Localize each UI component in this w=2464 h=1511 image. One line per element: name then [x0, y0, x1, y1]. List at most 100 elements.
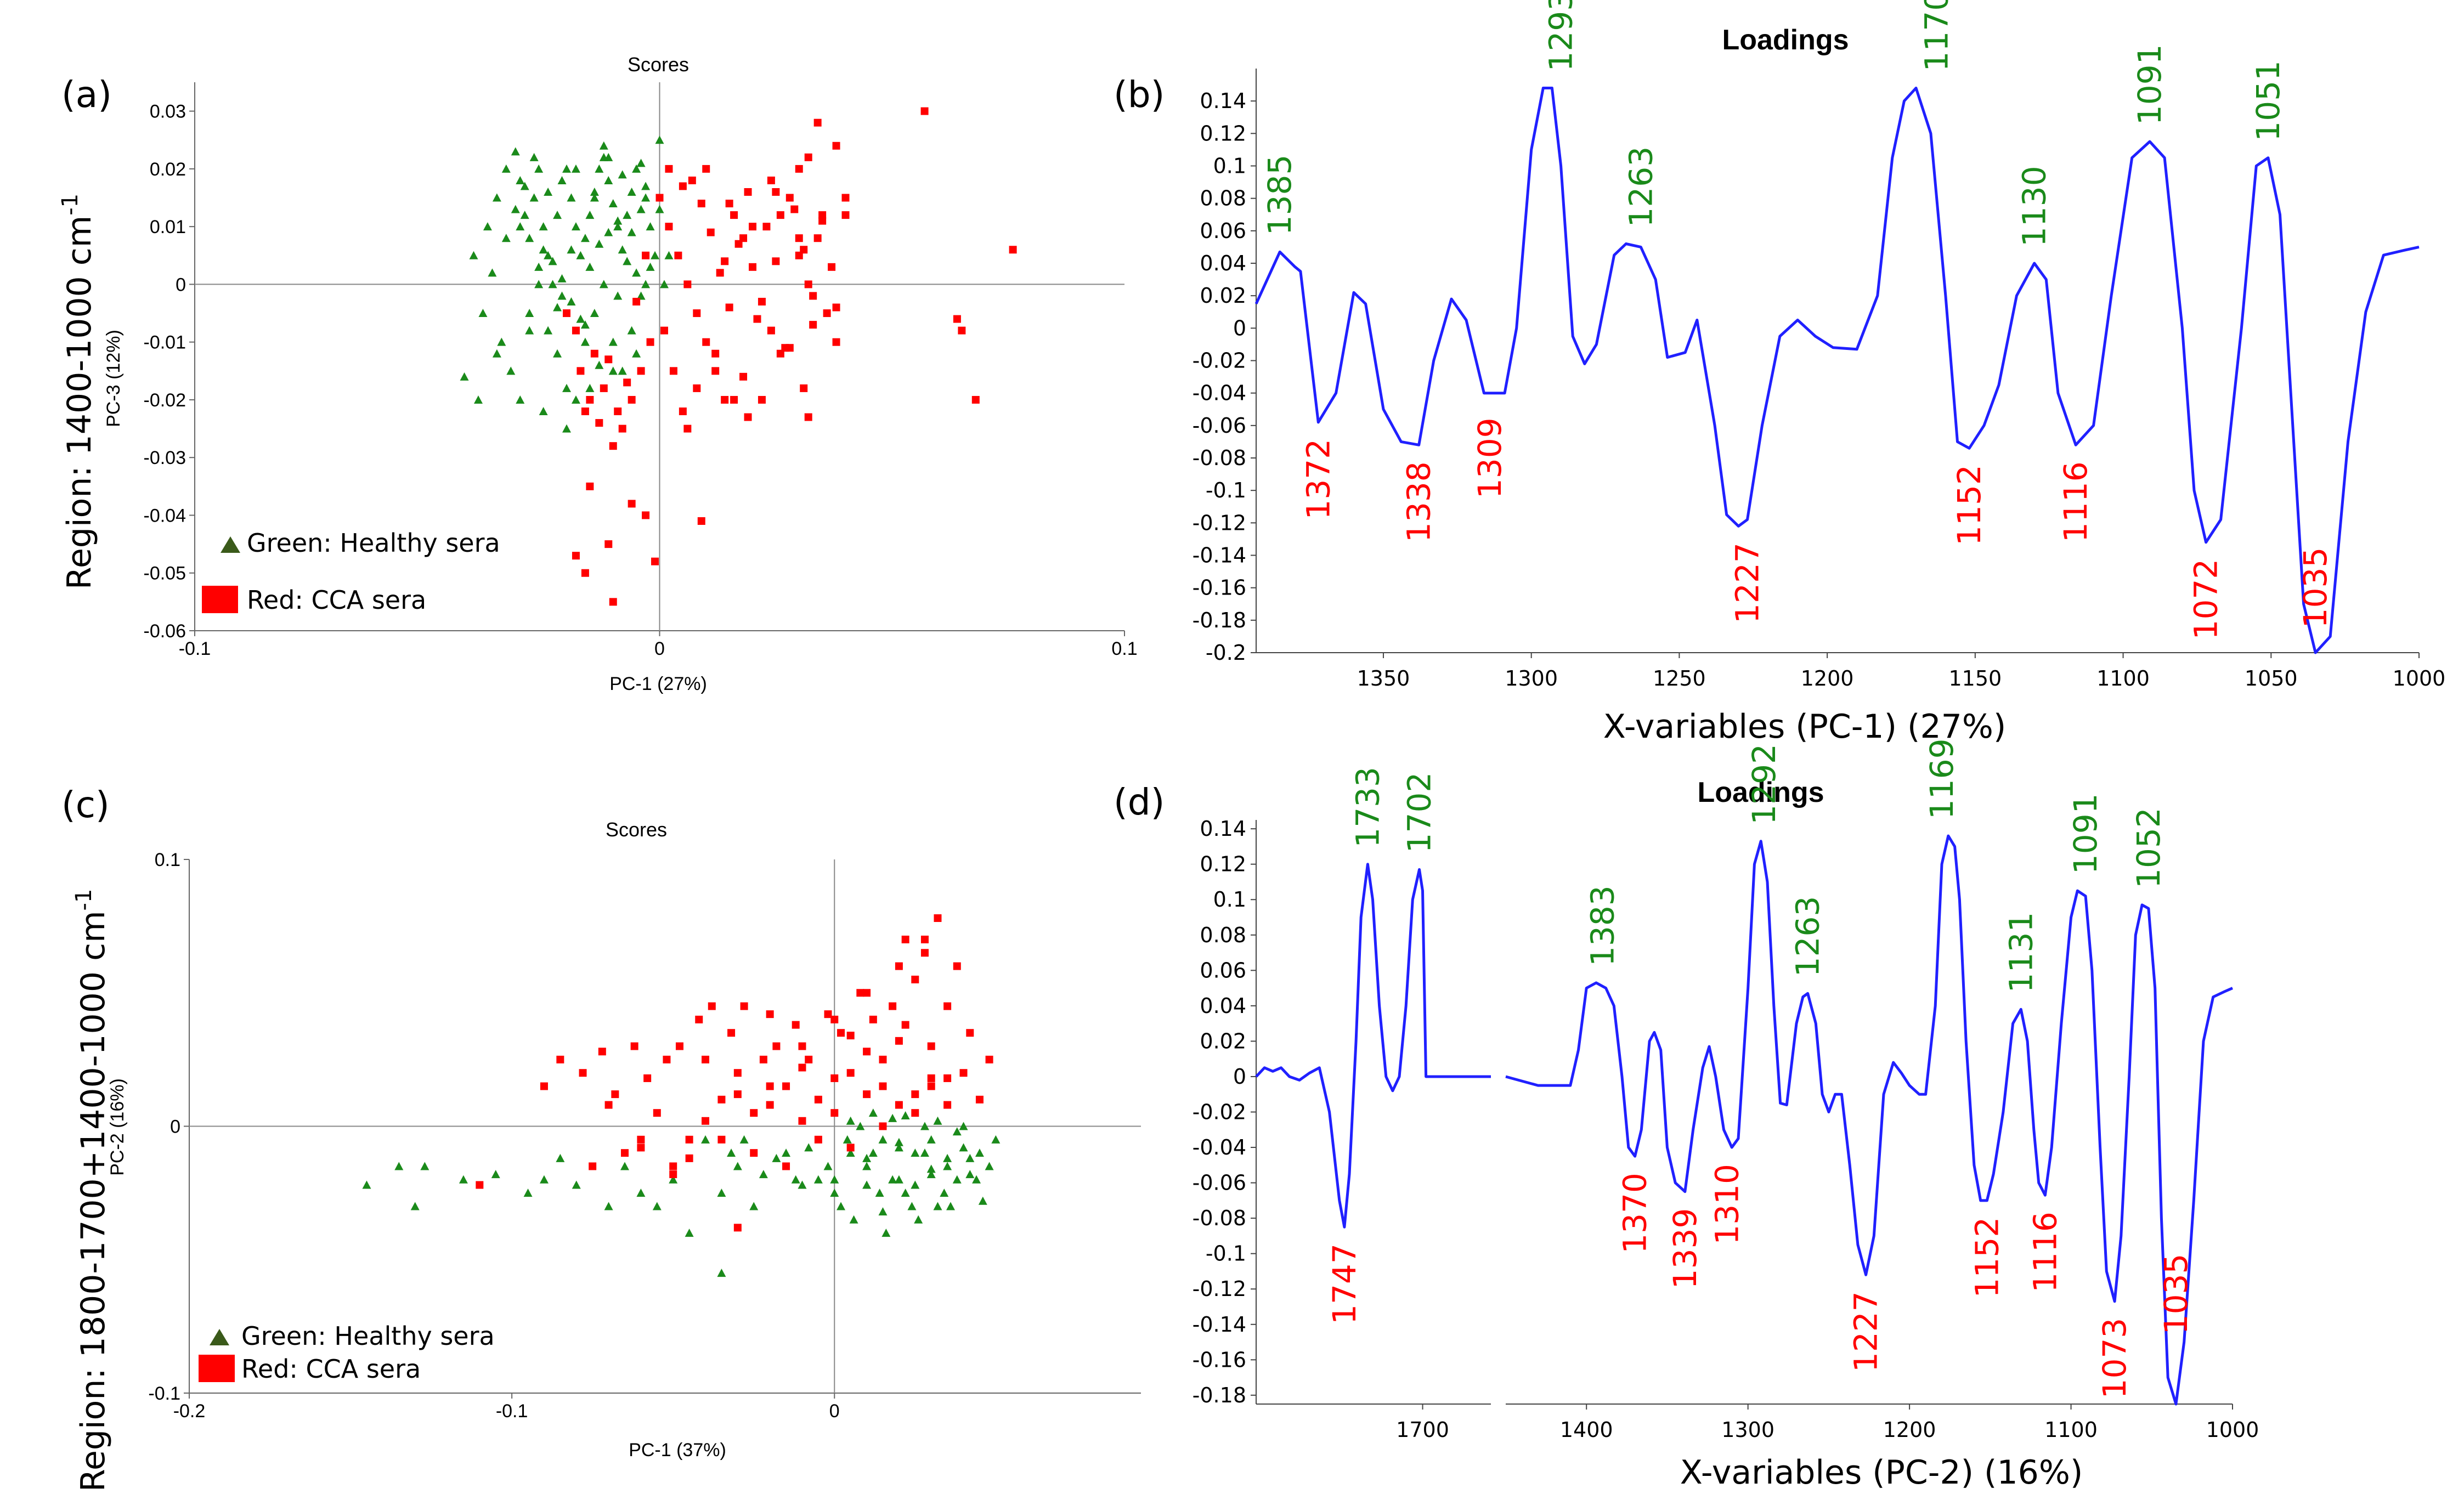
- x-tick-label: -0.1: [179, 638, 211, 659]
- cca-point: [776, 349, 784, 358]
- healthy-point: [511, 205, 520, 213]
- healthy-point: [501, 234, 511, 242]
- y-tick-label: 0.1: [1213, 887, 1246, 912]
- healthy-point: [669, 1175, 678, 1184]
- healthy-point: [830, 1175, 839, 1184]
- cca-point: [674, 251, 682, 259]
- cca-point: [721, 257, 729, 265]
- panel-a-region-sup: -1: [58, 194, 83, 216]
- cca-point: [953, 962, 961, 970]
- cca-point: [733, 1090, 742, 1099]
- healthy-point: [523, 1189, 533, 1197]
- healthy-point: [525, 309, 534, 318]
- cca-point: [895, 1037, 903, 1045]
- cca-point: [721, 395, 729, 404]
- cca-point: [869, 1015, 877, 1023]
- healthy-point: [544, 188, 553, 196]
- x-tick-label: 1100: [2096, 666, 2150, 691]
- healthy-point: [539, 245, 548, 254]
- cca-point: [798, 1042, 806, 1050]
- loading-line-left: [1255, 863, 1491, 1229]
- cca-point: [750, 1109, 758, 1117]
- healthy-point: [636, 291, 646, 300]
- healthy-point: [717, 1269, 726, 1277]
- healthy-point: [739, 1135, 749, 1144]
- healthy-point: [488, 268, 497, 277]
- y-tick-label: -0.08: [1193, 446, 1246, 470]
- cca-point: [579, 1069, 587, 1077]
- healthy-point: [651, 251, 660, 259]
- cca-point: [740, 1002, 748, 1010]
- healthy-point: [501, 164, 511, 173]
- healthy-point: [749, 1202, 759, 1210]
- healthy-point: [894, 1143, 903, 1152]
- healthy-point: [548, 257, 557, 265]
- cca-point: [766, 1082, 774, 1090]
- cca-point: [628, 500, 636, 508]
- healthy-point: [878, 1135, 888, 1144]
- y-tick-label: 0.02: [1200, 284, 1246, 308]
- cca-point: [1009, 246, 1017, 254]
- healthy-point: [791, 1175, 800, 1184]
- cca-point: [707, 228, 715, 236]
- y-tick-label: -0.16: [1193, 576, 1246, 600]
- healthy-point: [901, 1111, 910, 1120]
- healthy-point: [849, 1215, 858, 1224]
- cca-point: [651, 557, 659, 565]
- panel-a-scores: (a) Region: 1400-1000 cm-1 Scores -0.1 0 0…: [58, 53, 1138, 694]
- healthy-point: [534, 164, 544, 173]
- peak-label-min: 1035: [2157, 1254, 2195, 1335]
- x-tick-label: 1200: [1883, 1418, 1936, 1442]
- y-tick-label: -0.06: [1193, 414, 1246, 438]
- cca-point: [920, 949, 929, 957]
- cca-point: [800, 246, 808, 254]
- healthy-point: [782, 1148, 791, 1157]
- panel-d-xlabel: X-variables (PC-2) (16%): [1680, 1453, 2083, 1492]
- cca-point: [975, 1095, 984, 1103]
- cca-point: [927, 1074, 935, 1082]
- cca-point: [589, 1162, 597, 1170]
- cca-point: [717, 1095, 726, 1103]
- x-tick-label: 0.1: [1111, 638, 1137, 659]
- cca-point: [716, 269, 724, 277]
- healthy-point: [926, 1135, 936, 1144]
- cca-point: [889, 1002, 897, 1010]
- y-tick-label: -0.04: [1193, 1135, 1246, 1159]
- y-tick-label: 0.12: [1200, 121, 1246, 145]
- cca-point: [628, 395, 636, 404]
- healthy-point: [636, 1189, 646, 1197]
- healthy-point: [920, 1122, 929, 1130]
- y-tick-label: -0.02: [1193, 349, 1246, 373]
- healthy-point: [529, 193, 539, 202]
- healthy-point: [520, 211, 529, 219]
- y-tick-label: -0.04: [1193, 381, 1246, 405]
- cca-point: [577, 367, 585, 375]
- panel-b-title: Loadings: [1722, 24, 1849, 56]
- cca-point: [776, 211, 784, 219]
- cca-point: [749, 223, 756, 231]
- healthy-point: [483, 222, 492, 231]
- cca-point: [782, 1162, 790, 1170]
- cca-point: [863, 1090, 871, 1099]
- cca-point: [809, 321, 817, 329]
- peak-label-max: 1733: [1349, 767, 1386, 848]
- healthy-point: [878, 1207, 888, 1216]
- cca-point: [804, 280, 812, 288]
- cca-point: [702, 165, 710, 173]
- cca-point: [653, 1109, 661, 1117]
- healthy-point: [557, 176, 567, 184]
- healthy-point: [759, 1170, 768, 1179]
- peak-label-min: 1339: [1666, 1208, 1704, 1289]
- peak-label-min: 1310: [1708, 1164, 1745, 1245]
- healthy-point: [959, 1122, 968, 1130]
- healthy-point: [585, 383, 595, 392]
- cca-point: [795, 234, 803, 242]
- panel-d-letter: (d): [1114, 781, 1165, 823]
- healthy-point: [599, 141, 608, 150]
- healthy-point: [534, 280, 544, 288]
- healthy-point: [894, 1175, 903, 1184]
- cca-point: [563, 309, 570, 318]
- panel-c-region-label: Region: 1800-1700+1400-1000 cm-1: [71, 889, 112, 1492]
- cca-point: [637, 1135, 645, 1144]
- cca-point: [590, 349, 598, 358]
